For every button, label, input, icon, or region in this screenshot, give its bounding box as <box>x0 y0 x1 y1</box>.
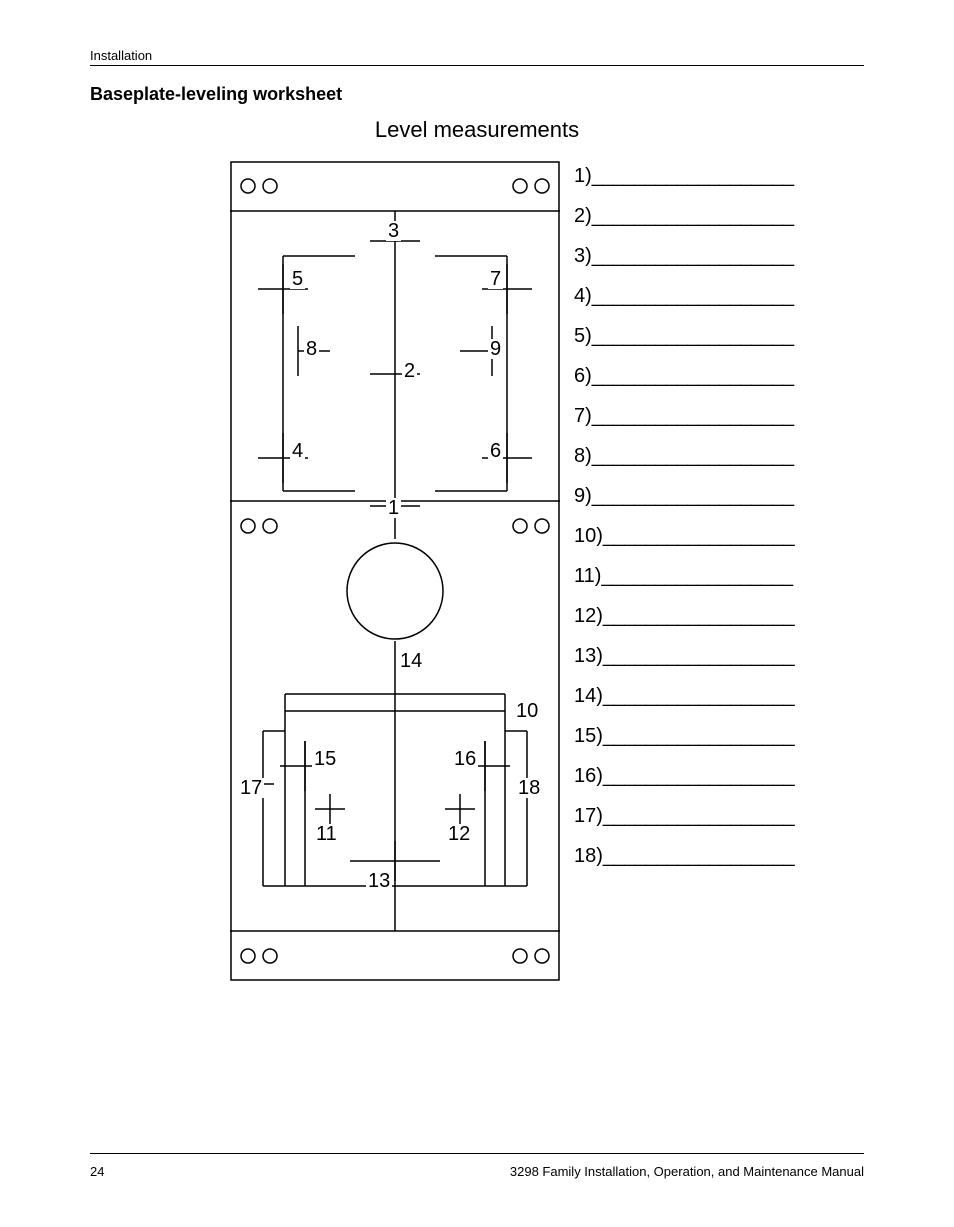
measurement-row: 7)___________________ <box>574 405 794 428</box>
measurement-row: 8)___________________ <box>574 445 794 468</box>
measurement-number: 6) <box>574 365 592 387</box>
measurement-number: 3) <box>574 245 592 267</box>
diagram-point-label: 17 <box>238 778 264 798</box>
section-label: Installation <box>90 48 152 63</box>
measurement-number: 13) <box>574 645 603 667</box>
measurement-number: 4) <box>574 285 592 307</box>
manual-title: 3298 Family Installation, Operation, and… <box>510 1164 864 1179</box>
content-row: 123456789101112131415161718 1)__________… <box>90 161 864 981</box>
measurement-blank: ___________________ <box>592 205 794 227</box>
diagram-point-label: 8 <box>304 339 319 359</box>
measurement-number: 5) <box>574 325 592 347</box>
measurement-blank: __________________ <box>603 525 794 547</box>
diagram-point-label: 6 <box>488 441 503 461</box>
diagram-point-label: 3 <box>386 221 401 241</box>
diagram-point-label: 11 <box>314 824 339 844</box>
measurement-number: 10) <box>574 525 603 547</box>
measurement-row: 10)__________________ <box>574 525 794 548</box>
measurement-blank: ___________________ <box>592 165 794 187</box>
measurement-row: 15)__________________ <box>574 725 794 748</box>
measurement-row: 9)___________________ <box>574 485 794 508</box>
diagram-point-label: 5 <box>290 269 305 289</box>
measurement-row: 5)___________________ <box>574 325 794 348</box>
measurement-number: 18) <box>574 845 603 867</box>
measurement-row: 4)___________________ <box>574 285 794 308</box>
measurement-number: 12) <box>574 605 603 627</box>
measurement-blank: __________________ <box>603 845 794 867</box>
measurement-number: 11) <box>574 565 601 587</box>
measurement-blank: __________________ <box>603 805 794 827</box>
measurement-blank: __________________ <box>603 685 794 707</box>
measurement-row: 1)___________________ <box>574 165 794 188</box>
diagram-point-label: 13 <box>366 871 392 891</box>
measurement-row: 14)__________________ <box>574 685 794 708</box>
measurement-row: 12)__________________ <box>574 605 794 628</box>
measurement-blank: __________________ <box>603 725 794 747</box>
measurement-blank: ___________________ <box>592 325 794 347</box>
measurement-blank: __________________ <box>601 565 792 587</box>
measurement-list: 1)___________________2)_________________… <box>574 161 794 868</box>
diagram-point-label: 15 <box>312 749 338 769</box>
measurement-number: 14) <box>574 685 603 707</box>
measurement-row: 18)__________________ <box>574 845 794 868</box>
baseplate-diagram: 123456789101112131415161718 <box>230 161 560 981</box>
measurement-row: 6)___________________ <box>574 365 794 388</box>
measurement-number: 17) <box>574 805 603 827</box>
page-footer: 24 3298 Family Installation, Operation, … <box>90 1153 864 1179</box>
measurement-row: 3)___________________ <box>574 245 794 268</box>
measurement-number: 2) <box>574 205 592 227</box>
measurement-number: 7) <box>574 405 592 427</box>
measurement-row: 2)___________________ <box>574 205 794 228</box>
measurement-row: 17)__________________ <box>574 805 794 828</box>
diagram-point-label: 14 <box>398 651 424 671</box>
diagram-point-label: 12 <box>446 824 472 844</box>
measurement-blank: ___________________ <box>592 405 794 427</box>
measurement-blank: ___________________ <box>592 445 794 467</box>
measurement-number: 9) <box>574 485 592 507</box>
diagram-point-label: 18 <box>516 778 542 798</box>
diagram-point-label: 9 <box>488 339 503 359</box>
diagram-point-label: 7 <box>488 269 503 289</box>
measurement-number: 15) <box>574 725 603 747</box>
measurement-row: 16)__________________ <box>574 765 794 788</box>
diagram-point-label: 4 <box>290 441 305 461</box>
diagram-point-label: 16 <box>452 749 478 769</box>
measurement-blank: ___________________ <box>592 365 794 387</box>
measurement-blank: ___________________ <box>592 245 794 267</box>
measurement-number: 8) <box>574 445 592 467</box>
diagram-point-label: 10 <box>514 701 540 721</box>
measurement-number: 16) <box>574 765 603 787</box>
section-header: Installation <box>90 48 864 66</box>
measurement-blank: __________________ <box>603 765 794 787</box>
measurement-row: 11)__________________ <box>574 565 794 588</box>
measurement-blank: ___________________ <box>592 485 794 507</box>
measurement-number: 1) <box>574 165 592 187</box>
chart-title: Level measurements <box>90 117 864 143</box>
diagram-point-label: 2 <box>402 361 417 381</box>
measurement-blank: ___________________ <box>592 285 794 307</box>
measurement-row: 13)__________________ <box>574 645 794 668</box>
diagram-point-label: 1 <box>386 498 401 518</box>
page-number: 24 <box>90 1164 104 1179</box>
page-title: Baseplate-leveling worksheet <box>90 84 864 105</box>
measurement-blank: __________________ <box>603 645 794 667</box>
measurement-blank: __________________ <box>603 605 794 627</box>
